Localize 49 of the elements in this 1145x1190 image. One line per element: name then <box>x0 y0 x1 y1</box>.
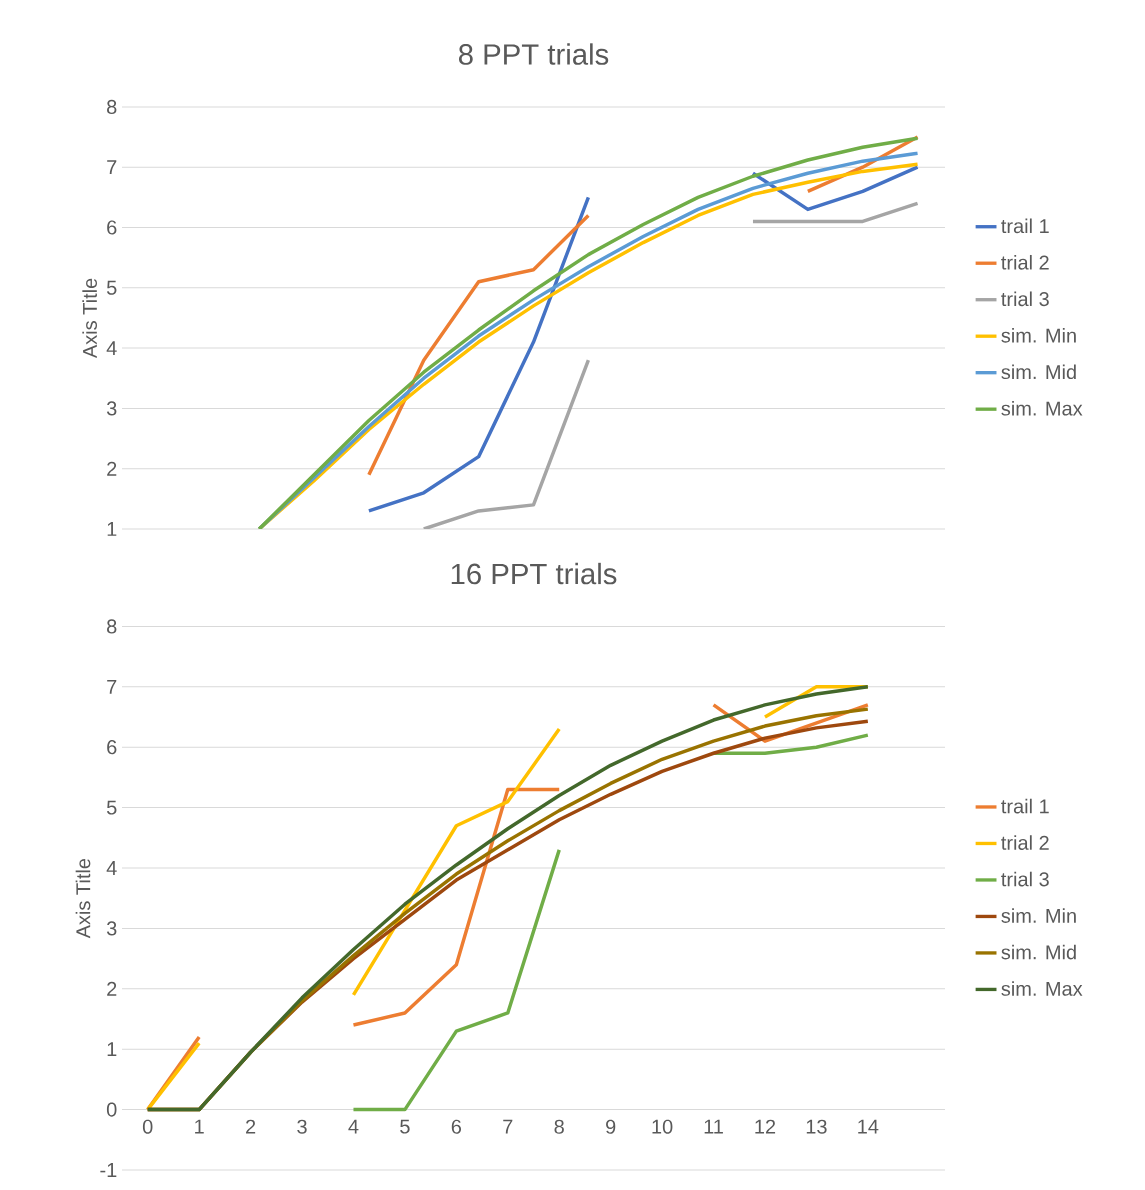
y-tick-label: 2 <box>107 981 117 996</box>
x-tick-label: 1 <box>195 1119 204 1134</box>
y-tick-label: 5 <box>106 800 117 815</box>
x-tick-label: 6 <box>451 1119 462 1134</box>
y-tick-label: 4 <box>106 341 117 355</box>
x-tick-label: 12 <box>755 1119 776 1134</box>
y-tick-label: 4 <box>106 861 117 875</box>
y-tick-label: 1 <box>107 522 117 536</box>
x-tick-label: 14 <box>858 1119 879 1134</box>
y-tick-label: 2 <box>107 461 117 476</box>
x-tick-label: 3 <box>297 1119 307 1134</box>
legend-label: sim. Mid <box>1001 944 1076 960</box>
y-tick-label: 6 <box>107 740 117 755</box>
legend-label: sim. Min <box>1001 908 1076 923</box>
legend-label: trial 2 <box>1001 835 1049 850</box>
y-tick-label: 5 <box>106 280 117 295</box>
legend-label: sim. Max <box>1001 400 1083 416</box>
y-tick-label: 3 <box>106 921 117 936</box>
x-tick-label: 7 <box>503 1119 513 1134</box>
y-tick-label: -1 <box>100 1163 117 1177</box>
x-tick-label: 13 <box>806 1119 827 1134</box>
chart-title: 16 PPT trials <box>451 562 617 585</box>
y-tick-label: 1 <box>107 1042 117 1057</box>
legend-label: trial 3 <box>1001 871 1049 887</box>
legend-label: sim. Min <box>1001 327 1076 343</box>
y-tick-label: 6 <box>107 220 117 235</box>
x-tick-label: 10 <box>652 1119 673 1134</box>
x-tick-label: 9 <box>606 1119 616 1134</box>
y-tick-label: 8 <box>107 619 117 634</box>
y-axis-title: Axis Title <box>75 858 91 939</box>
legend-label: sim. Mid <box>1001 364 1076 380</box>
y-tick-label: 8 <box>107 99 117 114</box>
legend-label: trial 3 <box>1001 291 1049 307</box>
x-tick-label: 0 <box>142 1119 153 1134</box>
legend-label: sim. Max <box>1001 981 1083 996</box>
y-axis-title: Axis Title <box>82 278 97 359</box>
legend-label: trail 1 <box>1001 218 1049 234</box>
x-tick-label: 5 <box>400 1119 410 1134</box>
chart-title: 8 PPT trials <box>458 43 609 65</box>
y-tick-label: 7 <box>107 160 117 175</box>
legend-label: trial 2 <box>1001 254 1049 270</box>
y-tick-label: 0 <box>106 1102 117 1117</box>
y-tick-label: 7 <box>107 679 117 694</box>
x-tick-label: 11 <box>704 1119 723 1134</box>
legend-label: trail 1 <box>1001 798 1049 814</box>
x-tick-label: 8 <box>554 1119 564 1134</box>
x-tick-label: 2 <box>246 1119 256 1134</box>
x-tick-label: 4 <box>348 1119 359 1134</box>
y-tick-label: 3 <box>106 401 117 416</box>
